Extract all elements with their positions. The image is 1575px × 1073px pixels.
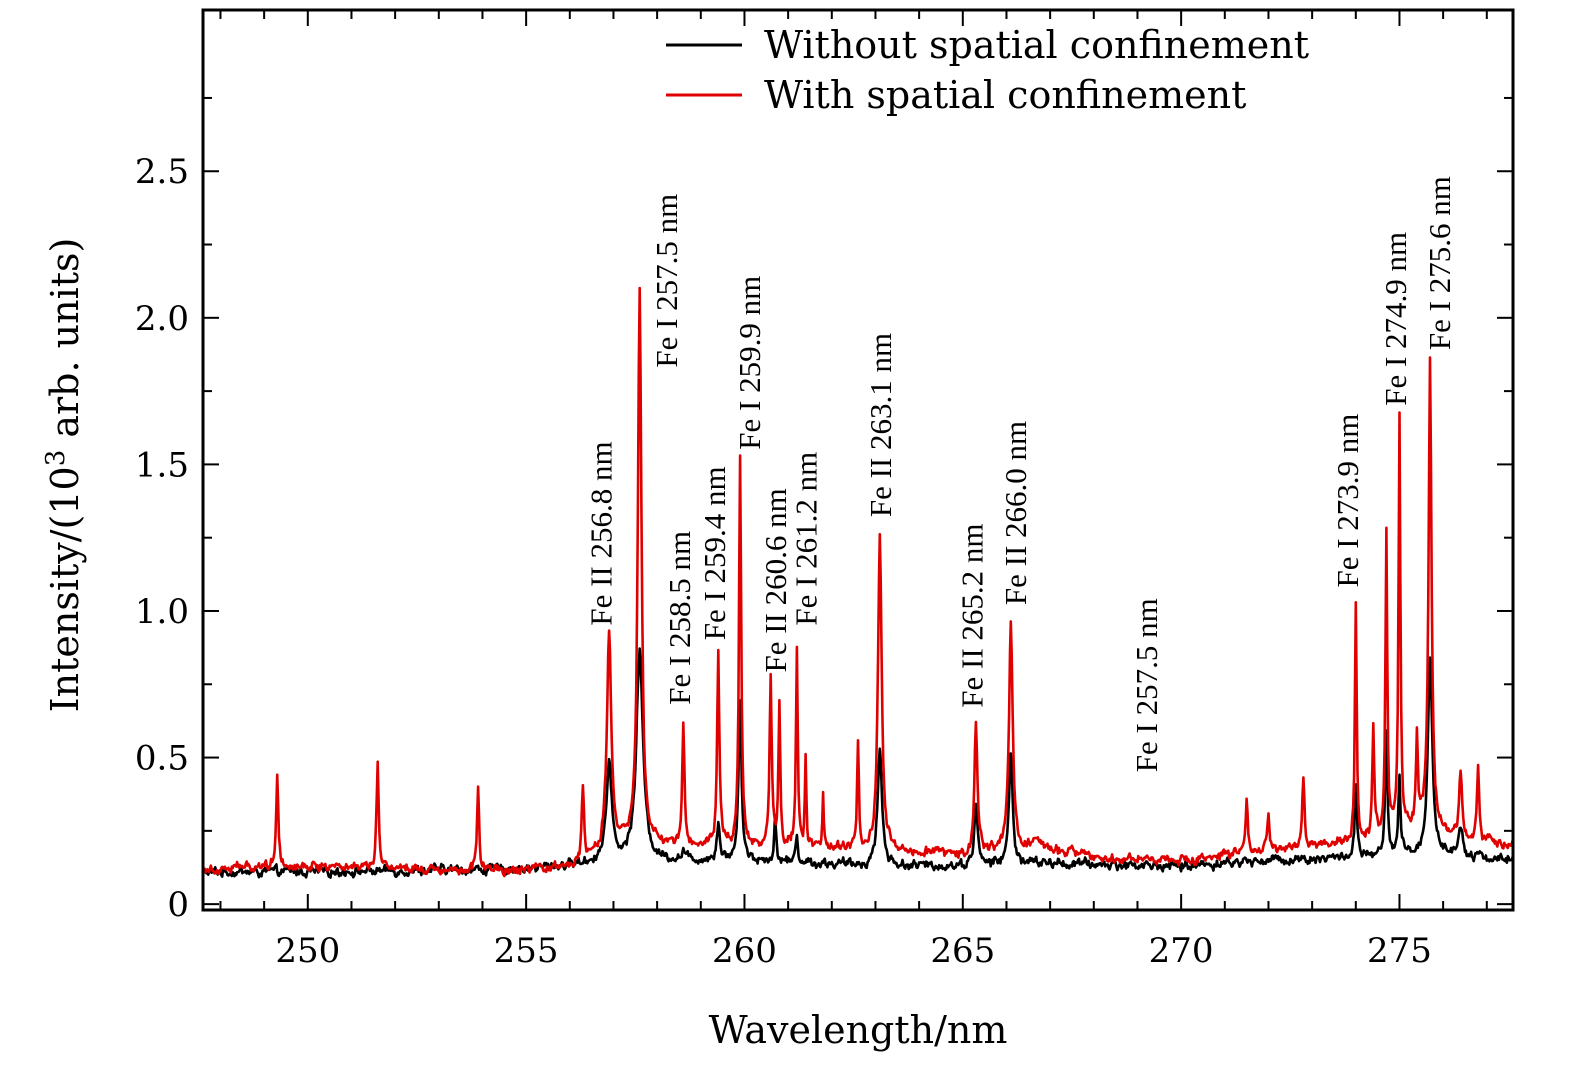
peak-label: Fe II 266.0 nm — [998, 421, 1033, 605]
x-tick-label: 255 — [494, 931, 559, 971]
series-with-confinement — [202, 286, 1515, 878]
x-tick-label: 250 — [275, 931, 340, 971]
peak-label: Fe I 258.5 nm — [662, 531, 697, 705]
legend-label-with-confinement: With spatial confinement — [764, 73, 1246, 117]
peak-label: Fe I 257.5 nm — [1129, 598, 1164, 772]
data-series — [201, 286, 1515, 879]
peak-label: Fe I 261.2 nm — [789, 452, 824, 626]
y-axis-title-suffix: arb. units) — [43, 238, 87, 450]
y-tick-label: 1.5 — [135, 445, 189, 485]
peak-label: Fe I 274.9 nm — [1378, 232, 1413, 406]
legend-label-without-confinement: Without spatial confinement — [764, 23, 1309, 67]
y-tick-label: 0.5 — [135, 739, 189, 779]
y-axis-title-superscript: 3 — [41, 450, 71, 467]
x-axis-title: Wavelength/nm — [709, 1008, 1008, 1052]
peak-label: Fe II 263.1 nm — [863, 333, 898, 517]
peak-label: Fe I 273.9 nm — [1330, 414, 1365, 588]
peak-label: Fe I 259.9 nm — [732, 276, 767, 450]
y-tick-label: 2.5 — [135, 152, 189, 192]
peak-label: Fe I 275.6 nm — [1422, 176, 1457, 350]
x-tick-label: 270 — [1149, 931, 1214, 971]
peak-label: Fe II 260.6 nm — [758, 488, 793, 672]
peak-label: Fe II 256.8 nm — [583, 441, 618, 625]
y-axis-title: Intensity/(103 arb. units) — [41, 238, 87, 713]
peak-annotations: Fe II 256.8 nm Fe I 257.5 nm Fe I 258.5 nm… — [583, 176, 1456, 772]
peak-label: Fe II 265.2 nm — [955, 523, 990, 707]
x-tick-label: 265 — [930, 931, 995, 971]
y-axis-title-prefix: Intensity/(10 — [43, 466, 87, 712]
y-tick-label: 2.0 — [135, 299, 189, 339]
plot-frame — [201, 8, 1515, 912]
x-tick-label: 275 — [1367, 931, 1432, 971]
x-tick-label: 260 — [712, 931, 777, 971]
y-tick-label: 1.0 — [135, 592, 189, 632]
series-without-confinement — [201, 647, 1515, 879]
tick-labels: 250 255 260 265 270 275 0 0.5 1.0 1.5 2.0 2.5 — [135, 152, 1432, 971]
legend: Without spatial confinement With spatial… — [666, 23, 1309, 117]
peak-label: Fe I 259.4 nm — [697, 466, 732, 640]
y-tick-label: 0 — [167, 885, 189, 925]
peak-label: Fe I 257.5 nm — [649, 194, 684, 368]
